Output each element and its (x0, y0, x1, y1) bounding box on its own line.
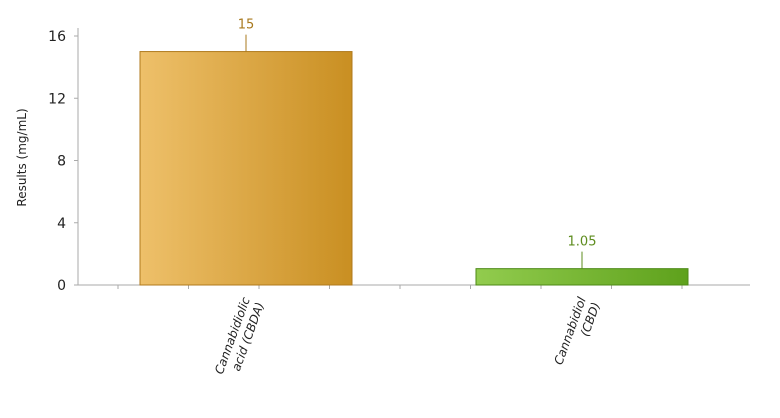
data-label: 15 (238, 18, 255, 33)
category-label: Cannabidiol(CBD) (551, 295, 603, 372)
category-label: Cannabidiolicacid (CBDA) (212, 295, 267, 381)
y-tick-label: 16 (48, 29, 66, 45)
y-tick-label: 4 (57, 216, 66, 232)
bar-2 (475, 268, 689, 286)
y-tick-label: 0 (57, 278, 66, 294)
y-axis-title: Results (mg/mL) (15, 108, 29, 206)
y-tick-label: 8 (57, 154, 66, 170)
bar-1 (139, 51, 353, 286)
y-tick-label: 12 (48, 91, 66, 107)
data-label: 1.05 (568, 235, 597, 250)
